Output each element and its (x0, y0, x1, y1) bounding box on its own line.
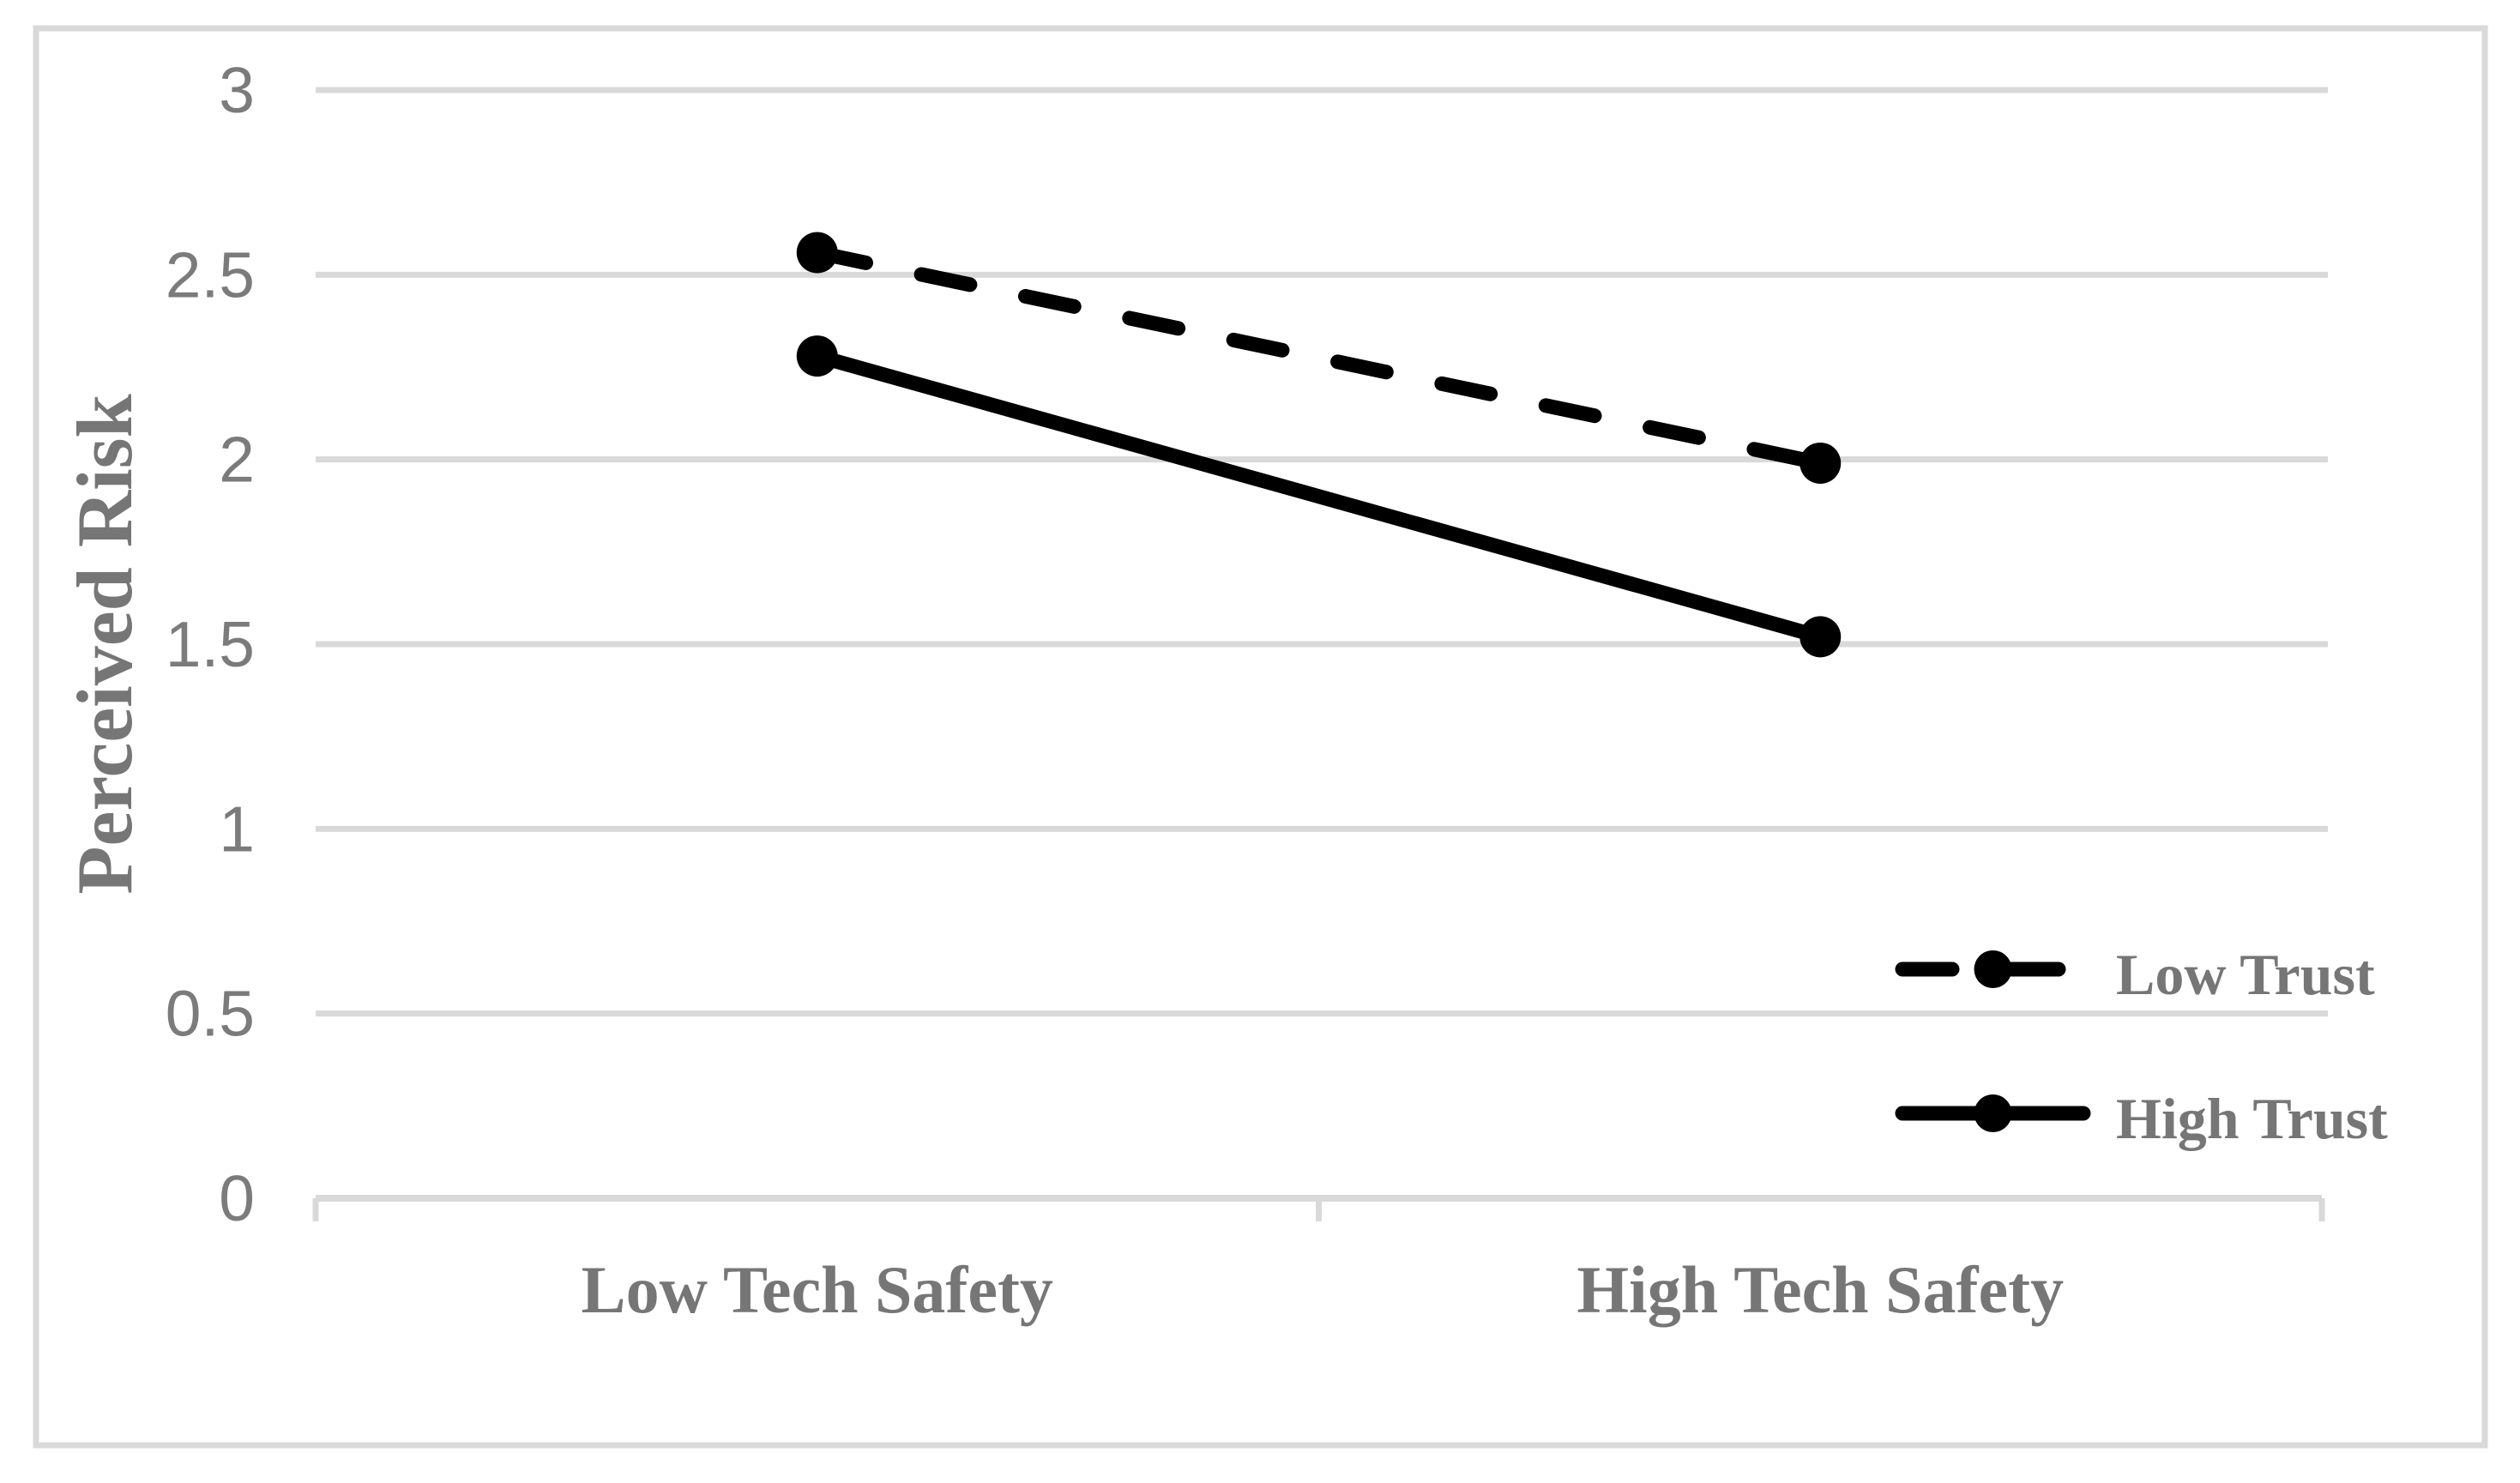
legend-marker-high-trust (1974, 1094, 2012, 1132)
ytick-label-3: 3 (219, 54, 255, 126)
axis-layer (312, 1195, 2325, 1221)
data-point-high-trust-low-tech-safety (796, 335, 838, 377)
ytick-label-1.5: 1.5 (166, 608, 255, 680)
ytick-label-0.5: 0.5 (166, 978, 255, 1050)
figure-border (33, 25, 2488, 1449)
data-point-high-trust-high-tech-safety (1800, 616, 1842, 658)
figure-border-layer (33, 25, 2488, 1449)
ytick-label-1: 1 (219, 793, 255, 865)
ytick-label-2: 2 (219, 424, 255, 496)
y-axis-title: Perceived Risk (61, 393, 148, 894)
series-line-high-trust (810, 348, 1828, 644)
category-label-layer: Low Tech Safety High Tech Safety (582, 1252, 2065, 1327)
ytick-label-2.5: 2.5 (166, 238, 255, 310)
legend-layer: Low Trust High Trust (1895, 942, 2388, 1151)
ytick-label-layer: 0 0.5 1 1.5 2 2.5 3 (166, 54, 255, 1234)
gridline-layer (316, 87, 2328, 1017)
x-category-label-1: High Tech Safety (1577, 1252, 2064, 1327)
series-line-low-trust (810, 244, 1828, 471)
x-category-label-0: Low Tech Safety (582, 1252, 1053, 1327)
legend-label-high-trust: High Trust (2116, 1086, 2388, 1151)
legend-label-low-trust: Low Trust (2116, 942, 2375, 1007)
legend-marker-low-trust (1974, 950, 2012, 988)
data-point-low-trust-high-tech-safety (1800, 442, 1842, 484)
data-point-low-trust-low-tech-safety (796, 232, 838, 274)
data-series-layer (796, 232, 1842, 658)
y-axis-title-layer: Perceived Risk (61, 393, 148, 894)
ytick-label-0: 0 (219, 1162, 255, 1234)
